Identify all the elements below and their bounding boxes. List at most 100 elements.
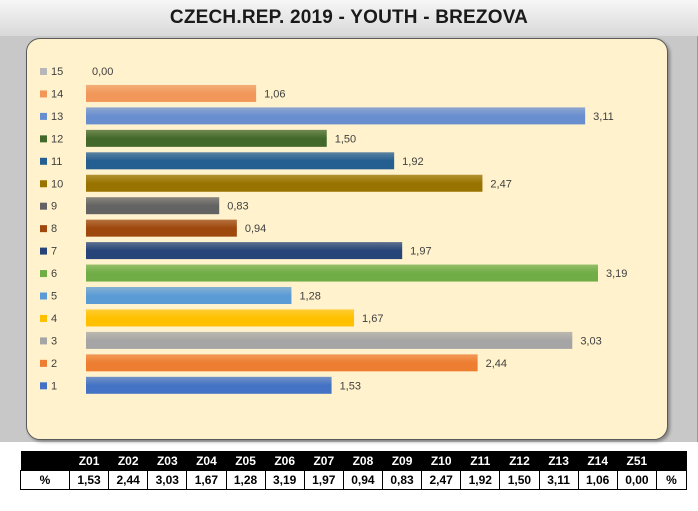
- table-cell: %: [20, 470, 70, 490]
- data-label: 1,06: [264, 88, 285, 100]
- legend-swatch: [40, 337, 47, 345]
- table-cell: 1,67: [186, 470, 227, 490]
- table-header-cell: Z03: [147, 451, 187, 471]
- table-header-cell: Z05: [226, 451, 266, 471]
- bar: [86, 129, 327, 147]
- table-cell: 1,92: [460, 470, 501, 490]
- table-header-cell: Z14: [578, 451, 618, 471]
- table-cell: 0,83: [381, 470, 423, 490]
- legend-swatch: [40, 292, 47, 300]
- table-header-cell: [20, 451, 70, 471]
- data-label: 3,03: [580, 335, 601, 347]
- data-label: 0,00: [92, 66, 113, 78]
- table-header-cell: Z02: [108, 451, 148, 471]
- table-row: % 1,53 2,44 3,03 1,67 1,28 3,19 1,97 0,94 0,83 2,4…: [20, 470, 687, 490]
- table-cell: %: [656, 470, 687, 490]
- bar: [86, 264, 598, 282]
- legend-label: 14: [51, 88, 63, 100]
- legend-swatch: [40, 180, 47, 188]
- table-cell: 1,50: [499, 470, 540, 490]
- bar: [86, 84, 257, 102]
- chart-panel: 1 1,53 2 2,44 3 3,03 4 1,67 5 1,28 6 3,19 7 1,97 8 0,94…: [26, 38, 668, 440]
- legend-swatch: [40, 68, 47, 75]
- legend-label: 5: [51, 291, 57, 303]
- table-header-cell: Z10: [421, 451, 461, 471]
- table-header-cell: Z08: [343, 451, 383, 471]
- legend-label: 4: [51, 313, 57, 325]
- table-cell: 1,97: [303, 470, 344, 490]
- legend-label: 1: [51, 380, 57, 392]
- data-label: 2,47: [490, 178, 511, 190]
- data-label: 1,53: [340, 380, 361, 392]
- legend-label: 12: [51, 133, 63, 145]
- bar-chart: 1 1,53 2 2,44 3 3,03 4 1,67 5 1,28 6 3,19 7 1,97 8 0,94…: [40, 66, 627, 394]
- chart-title: CZECH.REP. 2019 - YOUTH - BREZOVA: [169, 7, 529, 28]
- data-label: 1,28: [299, 291, 320, 303]
- table-header-cell: [656, 451, 687, 471]
- data-label: 3,19: [606, 268, 627, 280]
- bar: [86, 219, 237, 237]
- table-cell: 0,00: [616, 470, 658, 490]
- legend-swatch: [40, 90, 47, 98]
- table-cell: 3,11: [538, 470, 579, 490]
- table-header-cell: Z07: [304, 451, 344, 471]
- table-cell: 3,03: [147, 470, 188, 490]
- bar: [86, 152, 395, 170]
- table-header-row: Z01 Z02 Z03 Z04 Z05 Z06 Z07 Z08 Z09 Z10 Z11 Z12 Z13 Z…: [20, 451, 687, 471]
- table-cell: 1,28: [225, 470, 266, 490]
- data-label: 1,50: [335, 133, 356, 145]
- table-header-cell: Z01: [69, 451, 109, 471]
- bar: [86, 331, 573, 349]
- legend-swatch: [40, 135, 47, 143]
- legend-label: 13: [51, 111, 63, 123]
- table-cell: 1,06: [577, 470, 618, 490]
- legend-label: 3: [51, 335, 57, 347]
- data-label: 3,11: [593, 111, 614, 123]
- bar: [86, 174, 483, 192]
- legend-label: 8: [51, 223, 57, 235]
- table-header-cell: Z13: [539, 451, 579, 471]
- data-label: 0,83: [227, 201, 248, 213]
- legend-label: 11: [51, 156, 62, 168]
- table-header-cell: Z11: [460, 451, 500, 471]
- data-label: 0,94: [245, 223, 266, 235]
- legend-label: 15: [51, 66, 63, 78]
- bar: [86, 287, 292, 304]
- legend-label: 2: [51, 358, 57, 370]
- table-header-cell: Z04: [186, 451, 226, 471]
- data-label: 1,92: [402, 156, 423, 168]
- table-cell: 2,47: [421, 470, 462, 490]
- table-header-cell: Z12: [499, 451, 539, 471]
- bar: [86, 197, 220, 215]
- table-header-cell: Z06: [265, 451, 305, 471]
- table-cell: 3,19: [264, 470, 305, 490]
- data-label: 2,44: [486, 358, 507, 370]
- table-cell: 1,53: [68, 470, 110, 490]
- legend-swatch: [40, 270, 47, 278]
- title-bar: CZECH.REP. 2019 - YOUTH - BREZOVA: [0, 0, 698, 37]
- table-header-cell: Z09: [382, 451, 422, 471]
- data-label: 1,97: [410, 246, 431, 258]
- table-header-cell: Z51: [617, 451, 657, 471]
- legend-swatch: [40, 225, 47, 233]
- legend-label: 6: [51, 268, 57, 280]
- legend-label: 10: [51, 178, 63, 190]
- legend-swatch: [40, 359, 47, 367]
- legend-swatch: [40, 382, 47, 390]
- legend-swatch: [40, 247, 47, 255]
- legend-label: 7: [51, 246, 57, 258]
- legend-swatch: [40, 314, 47, 322]
- bar: [86, 242, 403, 260]
- table-cell: 0,94: [342, 470, 384, 490]
- bar: [86, 354, 478, 372]
- bar: [86, 107, 586, 125]
- legend-swatch: [40, 157, 47, 165]
- data-label: 1,67: [362, 313, 383, 325]
- legend-label: 9: [51, 201, 57, 213]
- bar: [86, 309, 355, 327]
- table-cell: 2,44: [108, 470, 149, 490]
- legend-swatch: [40, 202, 47, 210]
- legend-swatch: [40, 112, 47, 120]
- values-table: Z01 Z02 Z03 Z04 Z05 Z06 Z07 Z08 Z09 Z10 Z11 Z12 Z13 Z…: [20, 451, 687, 490]
- bar: [86, 376, 332, 394]
